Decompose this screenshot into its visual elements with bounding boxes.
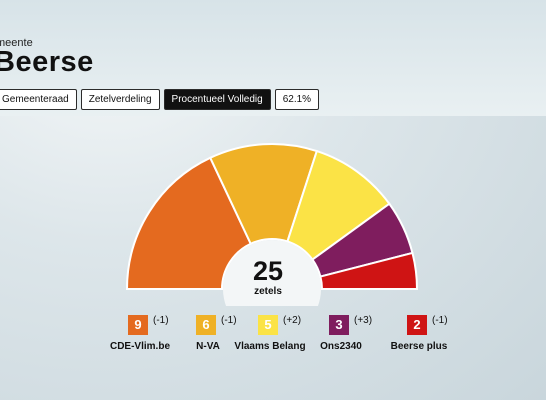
seat-chart-svg — [125, 143, 419, 306]
legend-seat-count: 9 — [128, 315, 148, 335]
legend-party-name: Vlaams Belang — [234, 341, 306, 352]
legend-seat-count: 2 — [407, 315, 427, 335]
chart-center-hole — [223, 240, 321, 306]
view-tabs: Gemeenteraad Zetelverdeling Procentueel … — [0, 89, 320, 110]
seat-slice-cde-vlim-be[interactable] — [125, 156, 253, 290]
seat-chart: 25 zetels 9 (-1) CDE-Vlim.be 6 (-1) N-VA 5 (+2)… — [0, 116, 546, 400]
legend-seat-count: 6 — [196, 315, 216, 335]
legend-seat-change: (-1) — [153, 315, 169, 326]
counted-percentage-badge: 62.1% — [274, 89, 320, 110]
legend-seat-change: (-1) — [221, 315, 237, 326]
legend-party-name: CDE-Vlim.be — [109, 341, 171, 352]
tab-gemeenteraad[interactable]: Gemeenteraad — [0, 89, 77, 110]
tab-zetelverdeling[interactable]: Zetelverdeling — [80, 89, 160, 110]
seat-slice-beerse-plus[interactable] — [319, 251, 419, 290]
legend-seat-change: (-1) — [432, 315, 448, 326]
total-seats: 25 — [252, 256, 284, 286]
total-seats-caption: zetels — [254, 286, 282, 297]
party-legend: 9 (-1) CDE-Vlim.be 6 (-1) N-VA 5 (+2) Vlaams Bel… — [0, 315, 546, 375]
page-subtitle: meente — [0, 37, 33, 49]
legend-party-name: Beerse plus — [390, 341, 448, 352]
legend-seat-count: 5 — [258, 315, 278, 335]
tab-procentueel-volledig[interactable]: Procentueel Volledig — [163, 89, 271, 110]
page-title: Beerse — [0, 46, 94, 78]
legend-seat-count: 3 — [329, 315, 349, 335]
legend-party-name: Ons2340 — [320, 341, 362, 352]
legend-party-name: N-VA — [196, 341, 220, 352]
legend-seat-change: (+2) — [283, 315, 302, 326]
header-area: meente Beerse Gemeenteraad Zetelverdelin… — [0, 0, 546, 116]
legend-seat-change: (+3) — [354, 315, 373, 326]
